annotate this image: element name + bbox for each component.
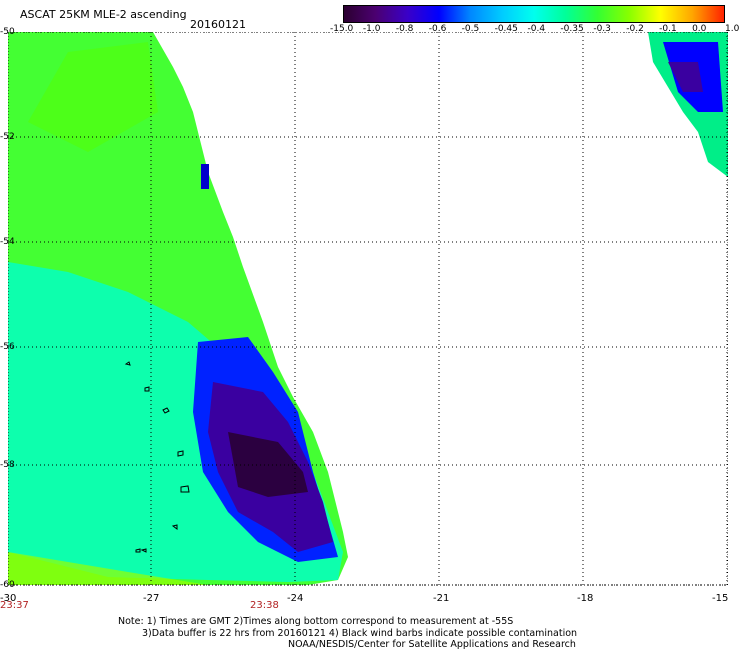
lat-label-52: -52 bbox=[0, 132, 15, 142]
map-title: ASCAT 25KM MLE-2 ascending bbox=[20, 8, 187, 21]
time-label-start: 23:37 bbox=[0, 600, 29, 611]
lat-label-60: -60 bbox=[0, 580, 15, 590]
colorbar-tick-label: -0.6 bbox=[428, 24, 447, 34]
note-line-2: 3)Data buffer is 22 hrs from 20160121 4)… bbox=[142, 627, 578, 639]
colorbar-tick-label: -0.45 bbox=[494, 24, 518, 34]
colorbar-tick-label: -0.5 bbox=[461, 24, 480, 34]
colorbar-tick-label: -0.2 bbox=[626, 24, 644, 34]
time-label-mid: 23:38 bbox=[250, 600, 279, 611]
lat-label-58: -58 bbox=[0, 460, 15, 470]
lat-label-56: -56 bbox=[0, 342, 15, 352]
colorbar-tick-label: 0.0 bbox=[692, 24, 707, 34]
lon-label-30: -30 bbox=[0, 593, 17, 604]
lat-label-50: -50 bbox=[0, 27, 15, 37]
lon-label-24: -24 bbox=[287, 593, 304, 604]
lon-label-15: -15 bbox=[712, 593, 729, 604]
colorbar-tick-label: 1.0 bbox=[725, 24, 740, 34]
lon-label-18: -18 bbox=[577, 593, 594, 604]
swath-map bbox=[8, 32, 728, 586]
colorbar-tick-label: -0.8 bbox=[395, 24, 414, 34]
note-line-3: NOAA/NESDIS/Center for Satellite Applica… bbox=[288, 639, 576, 650]
colorbar-tick-label: -0.35 bbox=[560, 24, 584, 34]
colorbar-tick-label: -1.0 bbox=[362, 24, 381, 34]
swath-blue-spot bbox=[201, 164, 209, 189]
note-line-1: Note: 1) Times are GMT 2)Times along bot… bbox=[118, 616, 514, 627]
map-date: 20160121 bbox=[190, 18, 246, 31]
lat-label-54: -54 bbox=[0, 237, 15, 247]
colorbar-tick-label: -0.3 bbox=[593, 24, 611, 34]
colorbar-tick-label: -0.1 bbox=[659, 24, 677, 34]
colorbar-tick-label: -15.0 bbox=[330, 24, 354, 34]
colorbar bbox=[343, 5, 725, 23]
lon-label-21: -21 bbox=[433, 593, 450, 604]
colorbar-tick-label: -0.4 bbox=[527, 24, 546, 34]
lon-label-27: -27 bbox=[143, 593, 160, 604]
footnote: Note: 1) Times are GMT 2)Times along bot… bbox=[118, 616, 577, 651]
island-outlines bbox=[124, 361, 190, 553]
